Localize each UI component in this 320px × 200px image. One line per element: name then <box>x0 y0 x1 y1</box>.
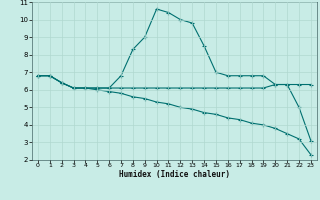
X-axis label: Humidex (Indice chaleur): Humidex (Indice chaleur) <box>119 170 230 179</box>
